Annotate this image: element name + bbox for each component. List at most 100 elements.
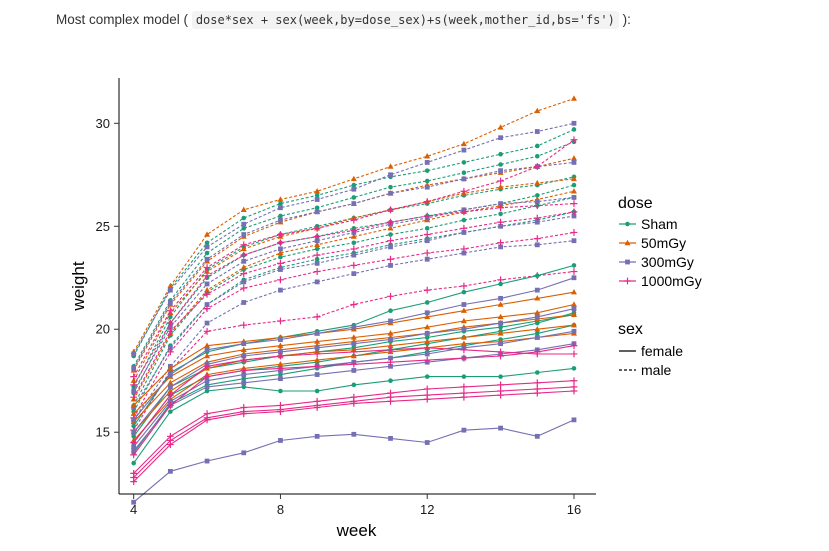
data-point <box>351 195 357 200</box>
data-point <box>351 431 357 437</box>
data-point <box>313 313 321 321</box>
data-point <box>350 245 358 253</box>
data-point <box>277 342 284 348</box>
data-point <box>167 379 174 385</box>
data-point <box>423 212 431 220</box>
data-point <box>166 319 174 327</box>
data-point <box>497 239 504 247</box>
figure-caption: Most complex model ( dose*sex + sex(week… <box>56 11 631 29</box>
data-point <box>278 213 283 219</box>
data-point <box>240 245 247 252</box>
data-point <box>460 208 468 216</box>
data-point <box>533 202 541 210</box>
data-point <box>131 417 137 423</box>
data-point <box>533 235 541 243</box>
data-point <box>424 310 430 316</box>
data-point <box>460 340 467 346</box>
data-point <box>130 377 137 383</box>
data-point <box>130 402 137 408</box>
data-point <box>460 383 468 391</box>
data-point <box>351 201 357 207</box>
data-point <box>204 320 210 326</box>
data-point <box>534 193 540 198</box>
data-point <box>460 282 468 290</box>
data-point <box>534 242 540 248</box>
dose-legend: dose Sham 50mGy 300mGy 1000mGy <box>618 195 702 289</box>
data-point <box>277 352 284 360</box>
data-point <box>204 250 210 256</box>
data-point <box>203 362 211 370</box>
legend-label: female <box>641 343 683 359</box>
data-point <box>314 279 320 285</box>
data-point <box>424 323 431 330</box>
data-point <box>387 292 394 300</box>
data-point <box>204 384 210 390</box>
data-point <box>241 258 247 264</box>
data-point <box>277 239 284 247</box>
data-point <box>461 147 467 153</box>
data-point <box>240 356 248 364</box>
sex-legend-title: sex <box>618 321 643 338</box>
data-point <box>314 330 320 336</box>
data-point <box>350 334 357 340</box>
data-point <box>534 107 541 114</box>
data-point <box>497 381 504 389</box>
data-point <box>167 282 174 289</box>
legend-label: 1000mGy <box>641 273 702 289</box>
data-point <box>388 184 393 190</box>
data-point <box>351 382 357 388</box>
legend-key-marker <box>624 239 631 246</box>
data-point <box>350 175 357 182</box>
data-point <box>498 244 503 250</box>
data-point <box>203 305 211 313</box>
x-tick-label: 8 <box>277 502 284 517</box>
data-point <box>240 346 247 353</box>
series-50mGy-female-26 <box>130 301 577 416</box>
data-point <box>277 361 284 367</box>
data-point <box>387 237 394 245</box>
data-point <box>241 279 247 285</box>
data-point <box>387 218 394 226</box>
data-point <box>497 204 504 212</box>
data-point <box>388 318 393 324</box>
data-point <box>534 199 540 204</box>
axes-layer: 4 8 12 16 15 20 25 30 week weight <box>69 78 596 540</box>
data-point <box>240 410 248 418</box>
data-point <box>167 384 173 390</box>
data-point <box>131 351 137 357</box>
data-point <box>388 363 393 369</box>
data-point <box>423 356 431 364</box>
series-1000mGy-male-15 <box>130 136 578 381</box>
data-point <box>388 244 393 250</box>
data-point <box>204 388 210 394</box>
data-point <box>460 317 467 324</box>
data-point <box>313 233 321 240</box>
series-layer <box>130 95 578 505</box>
data-point <box>130 373 138 381</box>
data-point <box>204 281 210 287</box>
data-point <box>570 377 578 385</box>
data-point <box>461 176 467 182</box>
data-point <box>314 241 321 248</box>
data-point <box>131 499 137 505</box>
data-point <box>240 367 248 374</box>
data-point <box>533 348 541 356</box>
data-point <box>314 238 320 244</box>
series-1000mGy-female-39 <box>130 387 578 486</box>
data-point <box>571 195 577 200</box>
data-point <box>277 249 284 256</box>
data-point <box>424 374 430 379</box>
data-point <box>534 179 541 186</box>
data-point <box>498 425 503 431</box>
data-point <box>314 338 321 344</box>
data-point <box>350 226 358 234</box>
data-point <box>241 384 247 390</box>
data-point <box>166 327 174 335</box>
data-point <box>388 172 393 178</box>
data-point <box>424 256 430 262</box>
data-point <box>423 249 431 257</box>
legend-label: male <box>641 362 672 378</box>
data-point <box>424 184 430 190</box>
data-point <box>240 264 247 270</box>
